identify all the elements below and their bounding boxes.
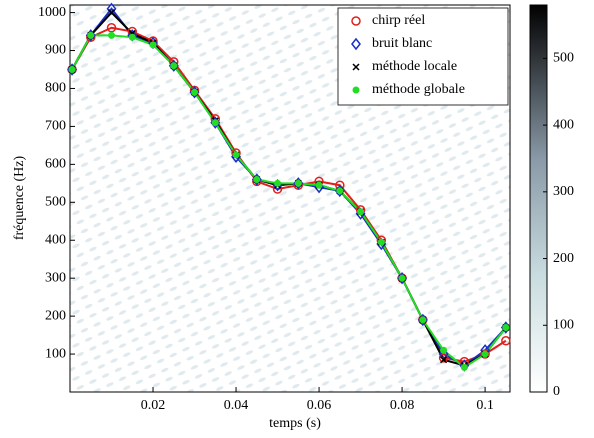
y-tick-label: 500	[45, 195, 66, 210]
x-tick-label: 0.06	[307, 398, 332, 413]
x-tick-label: 0.02	[141, 398, 166, 413]
colorbar-tick-label: 200	[553, 251, 574, 266]
y-tick-label: 600	[45, 157, 66, 172]
marker	[460, 363, 468, 371]
y-tick-label: 700	[45, 119, 66, 134]
marker	[398, 274, 406, 282]
marker	[170, 62, 178, 70]
marker	[502, 324, 510, 331]
colorbar-tick-label: 300	[553, 184, 574, 199]
y-tick-label: 800	[45, 81, 66, 96]
legend-label: chirp réel	[372, 13, 425, 28]
colorbar-tick-label: 0	[553, 384, 560, 399]
y-tick-label: 300	[45, 270, 66, 285]
x-tick-label: 0.08	[390, 398, 415, 413]
marker	[438, 353, 449, 363]
marker	[336, 187, 344, 195]
marker	[108, 31, 116, 39]
marker	[481, 350, 489, 358]
legend-marker	[351, 16, 361, 26]
marker	[232, 151, 240, 159]
legend-marker	[352, 63, 360, 71]
marker	[315, 181, 323, 189]
marker	[440, 356, 448, 364]
y-tick-label: 100	[45, 346, 66, 361]
marker	[211, 119, 219, 127]
colorbar-tick-label: 500	[553, 51, 574, 66]
marker	[294, 179, 302, 187]
y-tick-label: 900	[45, 43, 66, 58]
y-tick-label: 400	[45, 232, 66, 247]
marker	[501, 336, 511, 346]
marker	[107, 9, 116, 17]
y-tick-label: 200	[45, 308, 66, 323]
y-tick-label: 1000	[38, 5, 66, 20]
legend-marker	[352, 86, 360, 94]
x-axis-label: temps (s)	[269, 416, 321, 431]
marker	[253, 176, 261, 184]
colorbar-tick-label: 100	[553, 317, 574, 332]
legend	[337, 7, 509, 106]
marker	[106, 23, 117, 33]
legend-marker	[351, 37, 361, 51]
marker	[480, 349, 490, 359]
legend-label: méthode globale	[372, 82, 465, 97]
y-axis-label: fréquence (Hz)	[12, 155, 27, 240]
legend-label: bruit blanc	[372, 36, 432, 51]
marker	[419, 316, 427, 324]
marker	[149, 41, 157, 49]
x-tick-label: 0.04	[224, 398, 249, 413]
x-tick-label: 0.1	[476, 398, 494, 413]
marker	[440, 346, 448, 354]
marker	[191, 88, 199, 96]
marker	[87, 31, 95, 39]
marker	[128, 33, 136, 41]
marker	[377, 238, 385, 246]
marker	[274, 179, 282, 187]
marker	[106, 2, 117, 15]
marker	[357, 208, 365, 216]
series-line	[71, 34, 507, 369]
legend-label: méthode locale	[372, 59, 457, 74]
colorbar	[529, 4, 548, 393]
colorbar-tick-label: 400	[553, 117, 574, 132]
marker	[68, 66, 76, 73]
